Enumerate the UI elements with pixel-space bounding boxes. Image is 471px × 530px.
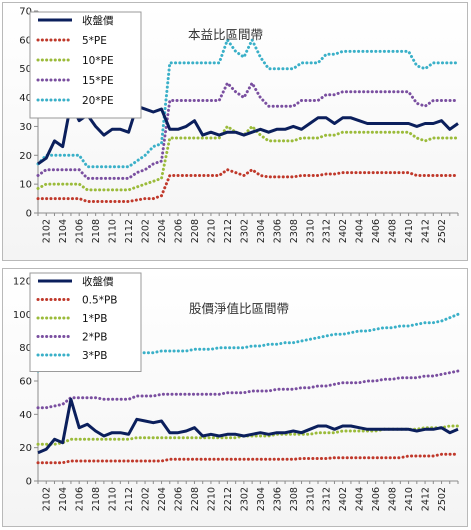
series-line-0 [37, 101, 459, 166]
x-tick-label: 2210 [206, 487, 217, 511]
y-tick-label: 70 [19, 7, 32, 18]
x-tick-label: 2402 [338, 487, 349, 511]
x-tick-label: 2410 [404, 487, 415, 511]
series-line-1 [36, 167, 460, 203]
y-tick-label: 20 [19, 443, 32, 454]
x-tick-label: 2110 [108, 219, 119, 243]
x-tick-label: 2106 [75, 219, 86, 243]
series-line-4 [36, 36, 460, 169]
y-tick-label: 0 [26, 209, 32, 220]
x-tick-label: 2412 [421, 219, 432, 243]
legend-box [29, 11, 142, 119]
series-line-1 [36, 452, 460, 465]
pe-band-chart: 0 10 20 30 40 50 60 70 2102 2104 2106 2108 2110 2112 2… [19, 7, 460, 243]
x-tick-label: 2110 [108, 487, 119, 511]
pb-band-chart: 0 20 40 60 80 100 120 2102 2104 2106 2108 2110 2112 2… [13, 272, 460, 511]
x-tick-label: 2408 [388, 219, 399, 243]
x-tick-label: 2308 [289, 487, 300, 511]
x-tick-label: 2310 [305, 219, 316, 243]
y-tick-label: 0 [26, 477, 32, 488]
x-tick-label: 2304 [256, 219, 267, 243]
y-tick-label: 60 [19, 377, 32, 388]
x-tick-label: 2404 [355, 487, 366, 511]
legend-label: 1*PB [82, 313, 107, 325]
legend-label: 5*PE [82, 35, 107, 47]
x-tick-label: 2106 [75, 487, 86, 511]
legend-box [29, 272, 142, 372]
x-tick-label: 2210 [206, 219, 217, 243]
y-tick-label: 120 [13, 277, 32, 288]
legend-label: 收盤價 [82, 275, 114, 288]
legend-label: 15*PE [82, 75, 114, 87]
x-tick-label: 2202 [141, 487, 152, 511]
x-tick-label: 2312 [322, 219, 333, 243]
x-tick-label: 2102 [42, 487, 53, 511]
x-tick-label: 2302 [239, 219, 250, 243]
series-line-3 [36, 80, 460, 180]
x-tick-label: 2204 [157, 487, 168, 511]
x-tick-label: 2404 [355, 219, 366, 243]
x-tick-label: 2304 [256, 487, 267, 511]
x-tick-label: 2502 [437, 219, 448, 243]
y-tick-label: 60 [19, 35, 32, 46]
x-tick-label: 2406 [371, 487, 382, 511]
pe-band-chart-panel: 0 10 20 30 40 50 60 70 2102 2104 2106 2108 2110 2112 2… [2, 2, 468, 261]
y-tick-label: 40 [19, 93, 32, 104]
x-tick-label: 2112 [124, 487, 135, 511]
x-tick-label: 2102 [42, 219, 53, 243]
x-tick-label: 2212 [223, 219, 234, 243]
x-tick-label: 2112 [124, 219, 135, 243]
series-line-3 [36, 369, 460, 410]
y-tick-label: 10 [19, 180, 32, 191]
x-tick-label: 2208 [190, 219, 201, 243]
y-tick-label: 40 [19, 410, 32, 421]
chart-title: 本益比區間帶 [188, 27, 263, 42]
x-tick-label: 2212 [223, 487, 234, 511]
x-tick-label: 2308 [289, 219, 300, 243]
legend-label: 3*PB [82, 350, 107, 362]
x-tick-label: 2306 [272, 219, 283, 243]
x-tick-label: 2502 [437, 487, 448, 511]
x-tick-label: 2402 [338, 219, 349, 243]
legend: 收盤價 5*PE 10*PE 15*PE 20*PE [29, 11, 142, 119]
x-tick-label: 2208 [190, 487, 201, 511]
x-tick-label: 2206 [174, 487, 185, 511]
x-tick-label: 2406 [371, 219, 382, 243]
x-tick-label: 2104 [58, 219, 69, 243]
chart-title: 股價淨值比區間帶 [189, 301, 289, 316]
series-line-0 [37, 397, 459, 455]
legend-label: 10*PE [82, 55, 114, 67]
legend: 收盤價 0.5*PB 1*PB 2*PB 3*PB [29, 272, 142, 372]
x-tick-label: 2310 [305, 487, 316, 511]
pb-band-chart-panel: 0 20 40 60 80 100 120 2102 2104 2106 2108 2110 2112 2… [2, 268, 468, 527]
legend-label: 0.5*PB [82, 295, 117, 307]
x-tick-label: 2202 [141, 219, 152, 243]
x-tick-label: 2302 [239, 487, 250, 511]
x-tick-label: 2312 [322, 487, 333, 511]
series-line-2 [36, 124, 460, 192]
y-tick-label: 30 [19, 122, 32, 133]
x-tick-label: 2108 [91, 219, 102, 243]
y-tick-label: 100 [13, 310, 32, 321]
legend-label: 收盤價 [82, 14, 114, 27]
legend-label: 20*PE [82, 95, 114, 107]
legend-label: 2*PB [82, 332, 107, 344]
x-tick-label: 2204 [157, 219, 168, 243]
x-tick-label: 2412 [421, 487, 432, 511]
x-tick-label: 2206 [174, 219, 185, 243]
x-tick-label: 2104 [58, 487, 69, 511]
x-tick-label: 2108 [91, 487, 102, 511]
y-tick-label: 50 [19, 64, 32, 75]
x-tick-label: 2408 [388, 487, 399, 511]
y-tick-label: 80 [19, 343, 32, 354]
x-tick-label: 2306 [272, 487, 283, 511]
x-tick-label: 2410 [404, 219, 415, 243]
y-tick-label: 20 [19, 151, 32, 162]
